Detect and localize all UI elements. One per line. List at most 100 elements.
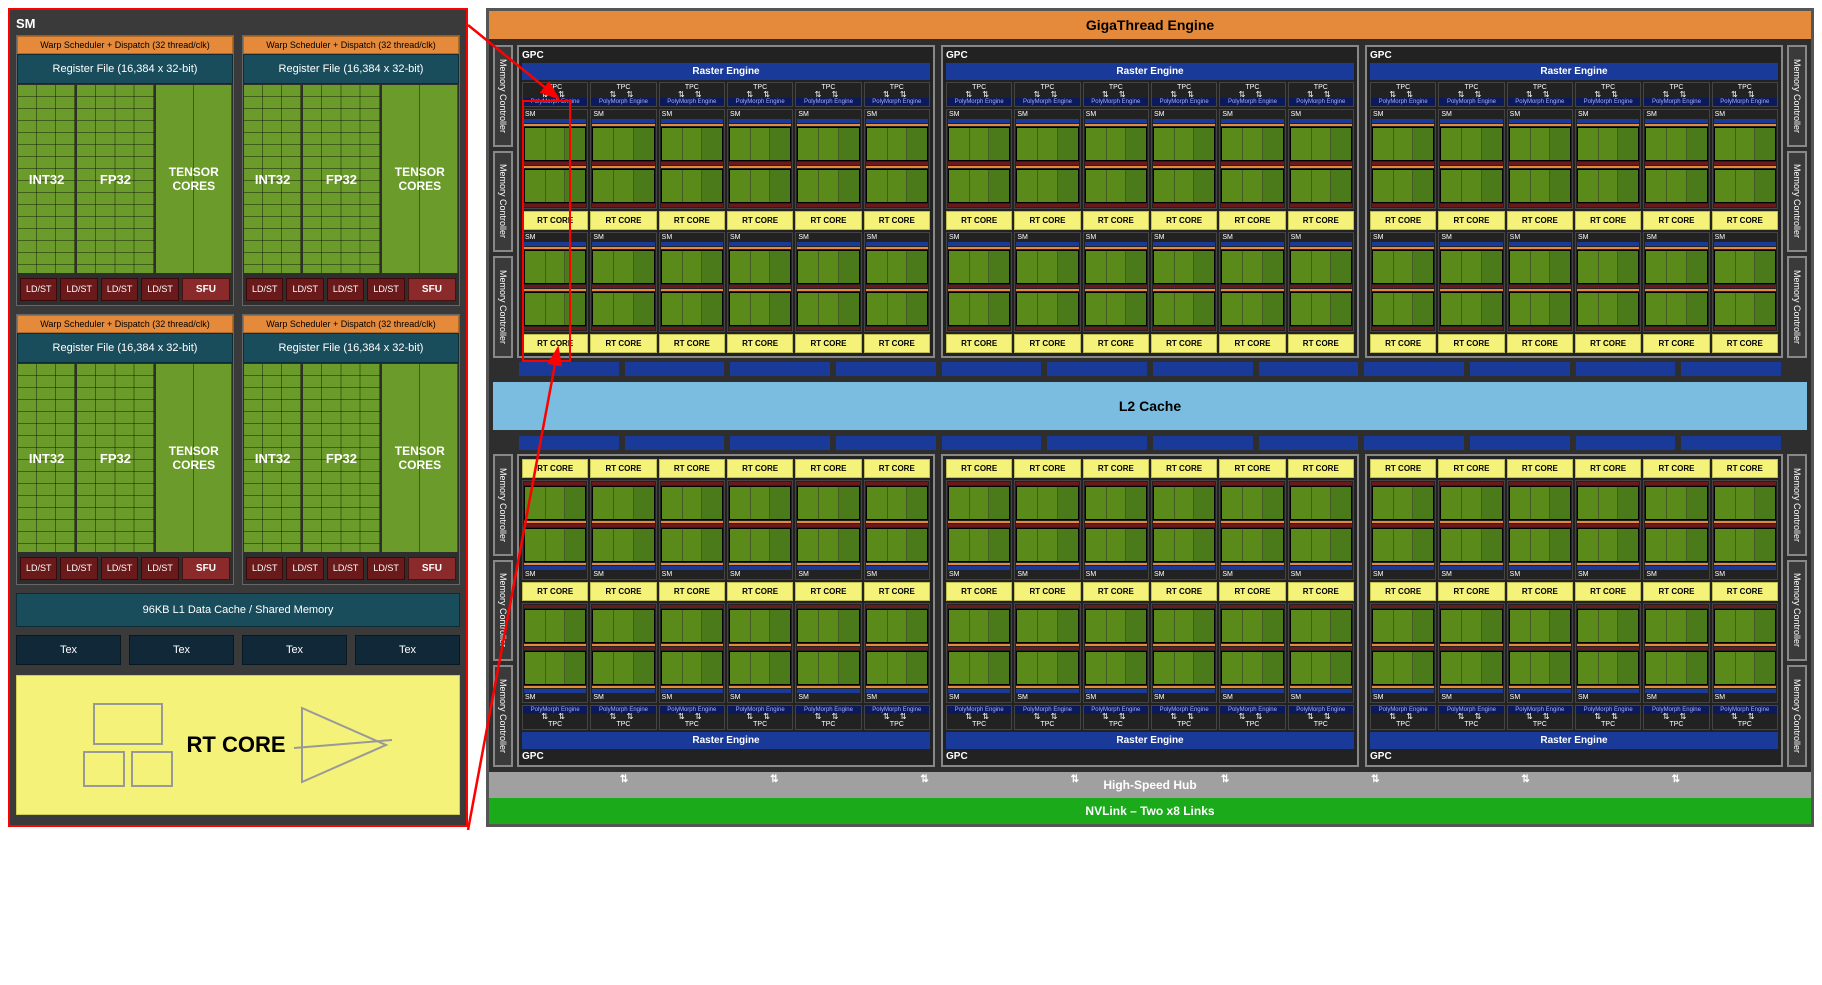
sm-label: SM	[1714, 234, 1776, 241]
rt-core-box: RT CORE	[16, 675, 460, 815]
tpc-label: TPC	[796, 720, 860, 729]
sm-block: SM	[522, 603, 588, 703]
mem-col-left-top: Memory ControllerMemory ControllerMemory…	[493, 45, 513, 358]
warp-scheduler: Warp Scheduler + Dispatch (32 thread/clk…	[243, 36, 459, 54]
register-file: Register File (16,384 x 32-bit)	[243, 333, 459, 363]
sm-block: SM	[1083, 232, 1149, 332]
ldst-row: LD/STLD/STLD/STLD/STSFU	[17, 274, 233, 305]
sm-block: SM	[1219, 603, 1285, 703]
core-row: INT32FP32TENSOR CORES	[243, 363, 459, 553]
tensor-cores: TENSOR CORES	[155, 84, 233, 274]
fp32-cores: FP32	[76, 363, 154, 553]
rt-core: RT CORE	[1438, 211, 1504, 230]
raster-engine: Raster Engine	[522, 732, 930, 749]
sm-block: SM	[1370, 109, 1436, 209]
sm-block: SM	[795, 232, 861, 332]
rt-core: RT CORE	[1219, 582, 1285, 601]
sm-block: SM	[522, 480, 588, 580]
memory-controller: Memory Controller	[1787, 560, 1807, 662]
gpu-chip: GigaThread Engine Memory ControllerMemor…	[486, 8, 1814, 827]
sm-label: SM	[1153, 234, 1215, 241]
tpc-head-row: TPC⇅ ⇅PolyMorph EngineTPC⇅ ⇅PolyMorph En…	[946, 82, 1354, 107]
sm-row: SMSMSMSMSMSM	[522, 232, 930, 332]
sm-label: SM	[948, 111, 1010, 118]
spacer-segment	[625, 436, 725, 450]
sm-block: SM	[1575, 109, 1641, 209]
sm-label: SM	[1372, 571, 1434, 578]
sm-block: SM	[1643, 232, 1709, 332]
sm-label: SM	[1440, 694, 1502, 701]
tpc-label: TPC	[1508, 720, 1572, 729]
rt-core: RT CORE	[864, 334, 930, 353]
polymorph-engine: PolyMorph Engine	[523, 98, 587, 106]
memory-controller: Memory Controller	[493, 151, 513, 253]
tpc-label: TPC	[1015, 720, 1079, 729]
ldst-unit: LD/ST	[141, 278, 178, 301]
hub-arrow-icon: ⇅	[1071, 774, 1079, 785]
sm-quadrant: Warp Scheduler + Dispatch (32 thread/clk…	[16, 35, 234, 306]
rt-core: RT CORE	[1151, 334, 1217, 353]
tpc-header: TPC⇅ ⇅PolyMorph Engine	[1083, 705, 1149, 730]
rt-core: RT CORE	[864, 582, 930, 601]
sm-block: SM	[946, 232, 1012, 332]
hub-arrow-icon: ⇅	[620, 774, 628, 785]
rt-core: RT CORE	[1643, 459, 1709, 478]
sm-block: SM	[864, 232, 930, 332]
polymorph-engine: PolyMorph Engine	[865, 98, 929, 106]
spacer-segment	[1364, 436, 1464, 450]
sm-block: SM	[946, 480, 1012, 580]
tpc-header: TPC⇅ ⇅PolyMorph Engine	[1712, 705, 1778, 730]
sm-label: SM	[1509, 111, 1571, 118]
gpc-row-top: Memory ControllerMemory ControllerMemory…	[493, 45, 1807, 358]
sm-block: SM	[1438, 603, 1504, 703]
rt-core: RT CORE	[795, 334, 861, 353]
sm-row: SMSMSMSMSMSM	[946, 480, 1354, 580]
spacer-segment	[1047, 436, 1147, 450]
gpc: GPCRaster EngineTPC⇅ ⇅PolyMorph EngineTP…	[1365, 45, 1783, 358]
l2-cache: L2 Cache	[493, 382, 1807, 430]
core-row: INT32FP32TENSOR CORES	[17, 363, 233, 553]
tpc-label: TPC	[1713, 720, 1777, 729]
nvlink: NVLink – Two x8 Links	[489, 798, 1811, 824]
tpc-header: TPC⇅ ⇅PolyMorph Engine	[1288, 82, 1354, 107]
sm-block: SM	[1507, 603, 1573, 703]
rt-core: RT CORE	[659, 211, 725, 230]
sm-label: SM	[1085, 234, 1147, 241]
tpc-head-row: TPC⇅ ⇅PolyMorph EngineTPC⇅ ⇅PolyMorph En…	[946, 705, 1354, 730]
polymorph-engine: PolyMorph Engine	[1015, 98, 1079, 106]
polymorph-engine: PolyMorph Engine	[1508, 98, 1572, 106]
hub-arrow-icon: ⇅	[770, 774, 778, 785]
rt-core: RT CORE	[1014, 582, 1080, 601]
rt-core: RT CORE	[1370, 582, 1436, 601]
sm-block: SM	[1438, 232, 1504, 332]
sm-block: SM	[1712, 232, 1778, 332]
tpc-label: TPC	[591, 720, 655, 729]
sm-block: SM	[1014, 232, 1080, 332]
gpc-label: GPC	[1370, 50, 1778, 61]
ldst-unit: LD/ST	[141, 557, 178, 580]
tex-row: TexTexTexTex	[16, 635, 460, 665]
sm-label: SM	[592, 111, 654, 118]
sm-label: SM	[1290, 571, 1352, 578]
rt-core: RT CORE	[1575, 582, 1641, 601]
sm-label: SM	[1714, 694, 1776, 701]
polymorph-engine: PolyMorph Engine	[1289, 98, 1353, 106]
sm-label: SM	[866, 694, 928, 701]
spacer-segment	[1259, 362, 1359, 376]
sm-block: SM	[659, 232, 725, 332]
blue-spacer-top	[493, 362, 1807, 376]
sm-block: SM	[1712, 603, 1778, 703]
sm-label: SM	[1016, 694, 1078, 701]
rt-core: RT CORE	[522, 582, 588, 601]
tpc-label: TPC	[1508, 83, 1572, 92]
tpc-header: TPC⇅ ⇅PolyMorph Engine	[727, 705, 793, 730]
tpc-label: TPC	[865, 83, 929, 92]
gpc: GPCRaster EngineTPC⇅ ⇅PolyMorph EngineTP…	[517, 454, 935, 767]
rt-core: RT CORE	[1151, 582, 1217, 601]
polymorph-engine: PolyMorph Engine	[1220, 98, 1284, 106]
sfu-unit: SFU	[182, 557, 230, 580]
spacer-segment	[1364, 362, 1464, 376]
tpc-header: TPC⇅ ⇅PolyMorph Engine	[1643, 705, 1709, 730]
hshub-arrows: ⇅⇅⇅⇅⇅⇅⇅⇅	[489, 774, 1811, 785]
polymorph-engine: PolyMorph Engine	[728, 98, 792, 106]
